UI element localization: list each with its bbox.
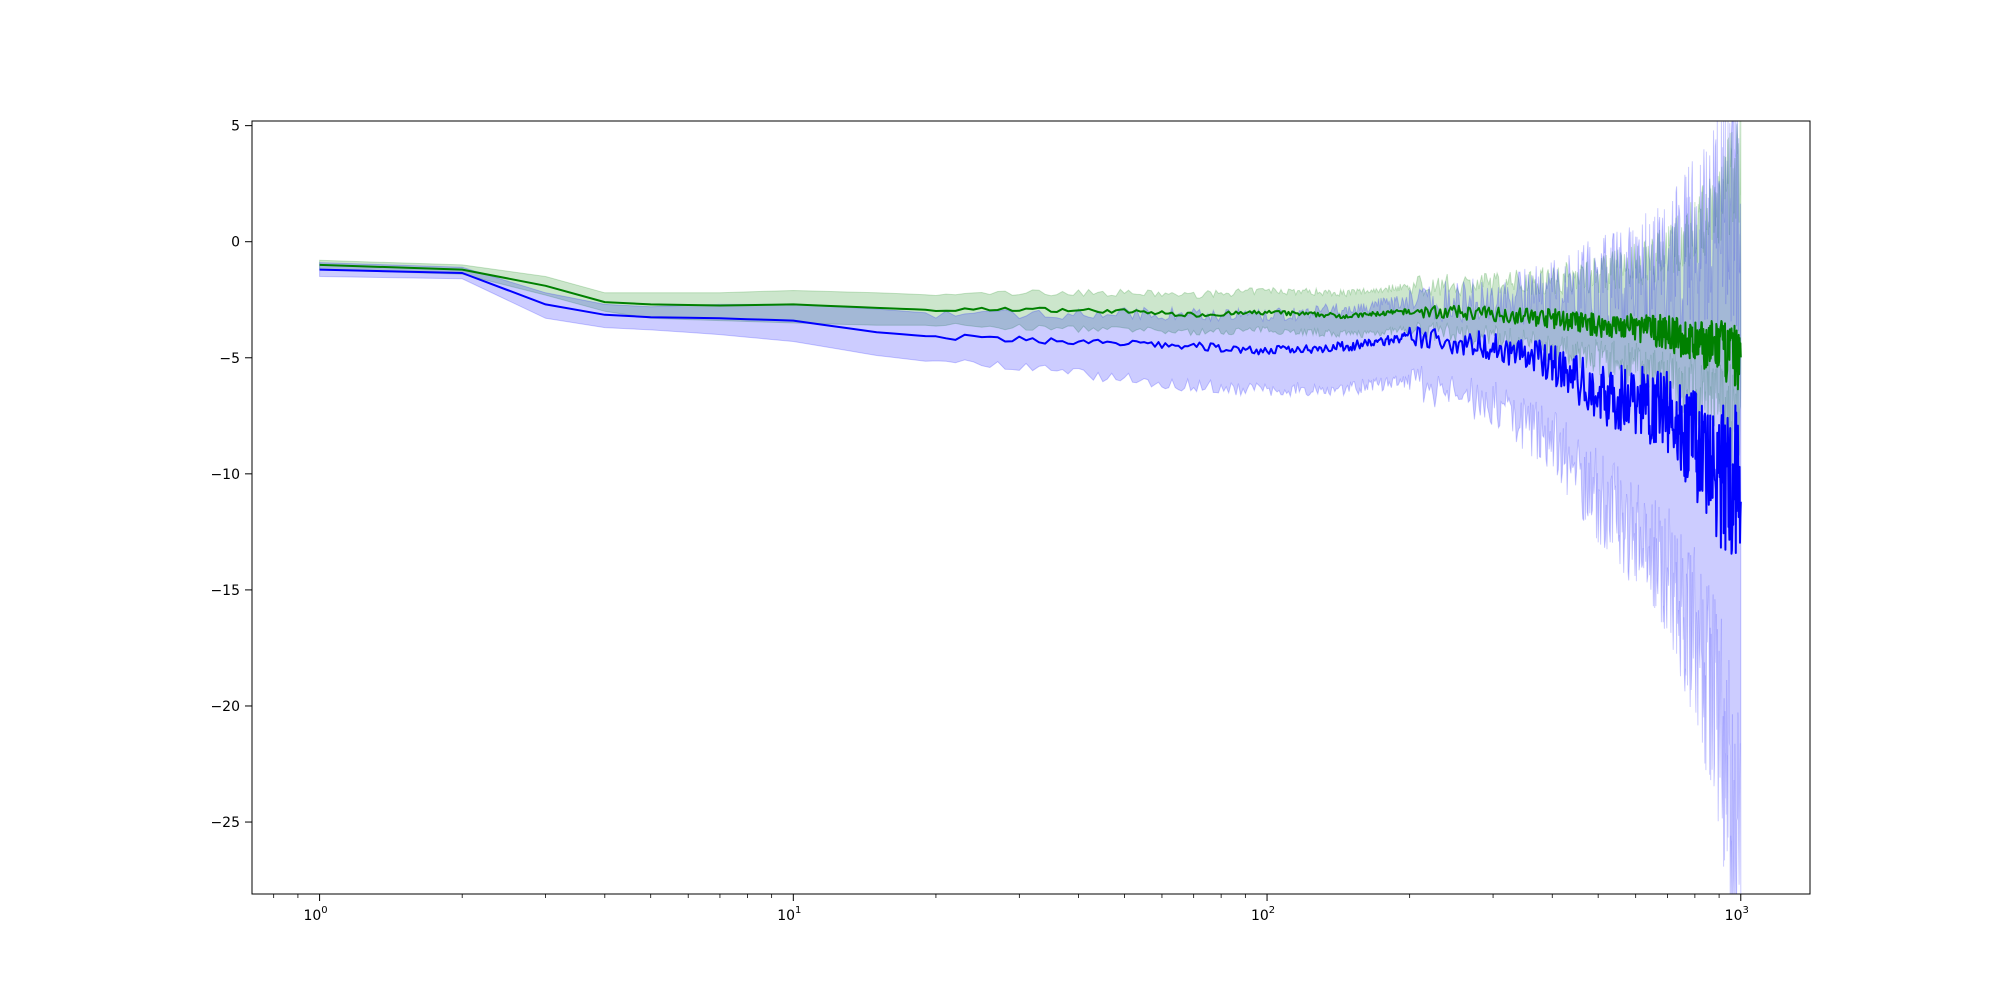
x-tick-label: 102 <box>1251 905 1275 924</box>
series-lines <box>319 263 1742 555</box>
y-tick-label: −20 <box>210 699 240 715</box>
confidence-bands <box>319 120 1742 895</box>
series-1-band <box>319 120 1742 895</box>
y-tick-label: −5 <box>219 351 240 367</box>
y-tick-label: −10 <box>210 467 240 483</box>
x-tick-label: 103 <box>1725 905 1749 924</box>
x-tick-label: 100 <box>303 905 327 924</box>
series-1-line <box>319 268 1742 555</box>
y-axis: 5 0 −5 −10 −15 −20 −25 <box>210 119 252 831</box>
x-axis: 100 101 102 103 <box>273 894 1749 924</box>
y-tick-label: −15 <box>210 583 240 599</box>
plot-area-frame <box>251 120 1811 895</box>
y-tick-label: 0 <box>231 235 240 251</box>
series-0-line <box>319 263 1742 391</box>
y-tick-label: −25 <box>210 815 240 831</box>
y-tick-label: 5 <box>231 119 240 135</box>
x-tick-label: 101 <box>777 905 801 924</box>
